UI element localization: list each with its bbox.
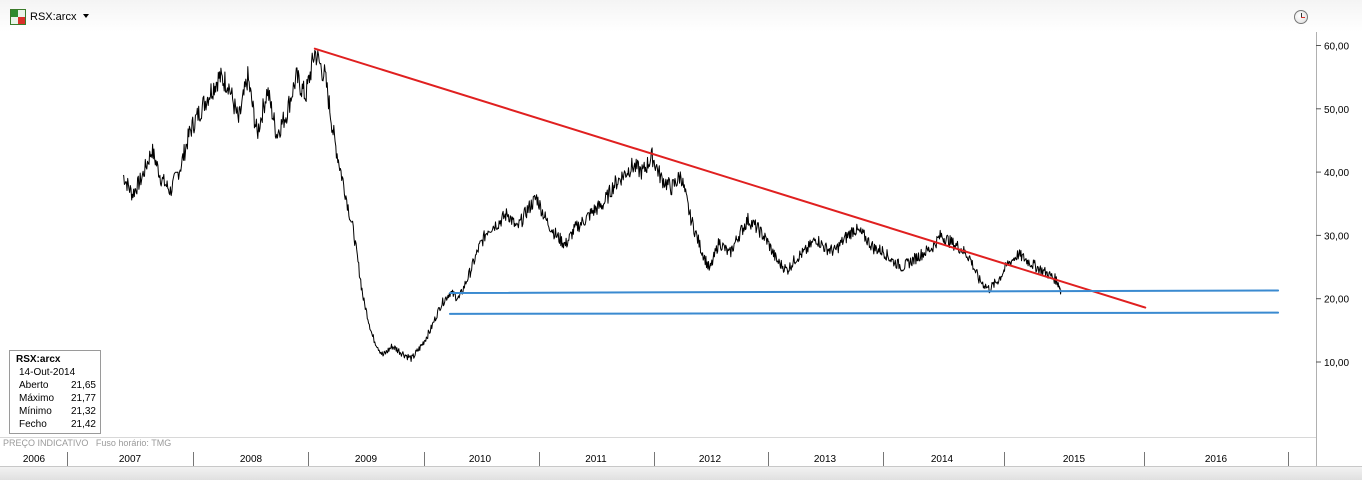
symbol-label: RSX:arcx: [30, 11, 77, 23]
x-tick-label: 2013: [814, 454, 837, 465]
y-tick-label: 20,00: [1324, 295, 1349, 306]
support-line-2[interactable]: [448, 311, 1280, 315]
info-row-open: Aberto 21,65: [16, 379, 96, 392]
info-row-high: Máximo 21,77: [16, 392, 96, 405]
price-note: PREÇO INDICATIVO: [3, 438, 89, 448]
x-tick-label: 2008: [240, 454, 263, 465]
info-value: 21,77: [70, 393, 96, 404]
resistance-trendline[interactable]: [313, 47, 1147, 309]
info-value: 21,32: [70, 406, 96, 417]
exchange-logo-icon: [10, 9, 26, 25]
x-axis-band: [0, 452, 1316, 466]
x-tick-label: 2009: [355, 454, 378, 465]
timezone-label: Fuso horário: TMG: [95, 438, 172, 448]
y-tick-label: 10,00: [1324, 358, 1349, 369]
info-row-low: Mínimo 21,32: [16, 405, 96, 418]
chart-toolbar: RSX:arcx: [0, 0, 1362, 32]
chevron-down-icon[interactable]: [83, 14, 90, 18]
info-label: Aberto: [19, 380, 49, 391]
symbol-selector[interactable]: RSX:arcx: [10, 8, 90, 26]
y-tick-label: 60,00: [1324, 42, 1349, 53]
horizontal-scrollbar[interactable]: [0, 466, 1362, 480]
x-tick-label: 2011: [585, 454, 607, 465]
info-value: 21,65: [70, 380, 96, 391]
support-line-1[interactable]: [448, 289, 1280, 295]
price-series-line: [122, 49, 1062, 362]
info-value: 21,42: [70, 419, 96, 430]
info-label: Fecho: [19, 419, 47, 430]
x-tick-label: 2007: [119, 454, 142, 465]
x-tick-label: 2010: [469, 454, 492, 465]
clock-icon[interactable]: [1294, 10, 1308, 24]
ohlc-info-box: RSX:arcx 14-Out-2014 Aberto 21,65 Máximo…: [9, 350, 101, 434]
x-tick-label: 2006: [23, 454, 46, 465]
info-row-close: Fecho 21,42: [16, 418, 96, 431]
info-label: Máximo: [19, 393, 55, 404]
x-tick-label: 2014: [931, 454, 954, 465]
footer-note: PREÇO INDICATIVO Fuso horário: TMG: [3, 438, 171, 448]
x-tick-label: 2012: [699, 454, 722, 465]
y-tick-label: 40,00: [1324, 168, 1349, 179]
info-date: 14-Out-2014: [19, 367, 76, 378]
info-label: Mínimo: [19, 406, 52, 417]
x-tick-label: 2016: [1205, 454, 1228, 465]
y-tick-label: 50,00: [1324, 105, 1349, 116]
x-tick-label: 2015: [1063, 454, 1086, 465]
info-symbol: RSX:arcx: [16, 354, 61, 365]
y-tick-label: 30,00: [1324, 231, 1349, 242]
